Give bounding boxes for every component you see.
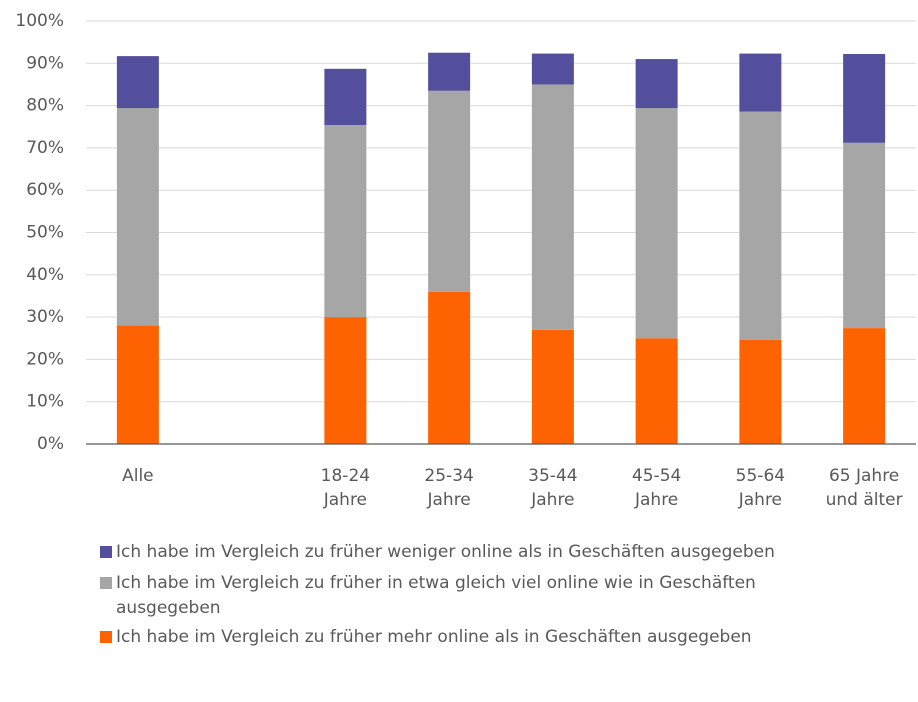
bar-segment <box>531 329 574 444</box>
y-tick-label: 0% <box>37 434 64 454</box>
bar-segment <box>428 291 471 444</box>
x-tick-label: 18-24 Jahre <box>320 466 371 510</box>
bar-segment <box>324 125 367 318</box>
legend-swatch <box>100 631 112 643</box>
legend-swatch <box>100 546 112 558</box>
bar-segment <box>531 84 574 330</box>
legend-label: Ich habe im Vergleich zu früher mehr onl… <box>116 627 752 647</box>
x-tick-label: Alle <box>122 466 154 486</box>
y-tick-label: 100% <box>15 11 64 31</box>
bar-segment <box>843 142 886 329</box>
bar-segment <box>635 338 678 444</box>
legend-label: Ich habe im Vergleich zu früher in etwa … <box>116 573 756 618</box>
bar-segment <box>116 108 159 326</box>
y-tick-label: 60% <box>26 180 64 200</box>
x-tick-label: 65 Jahre und älter <box>825 466 903 510</box>
y-tick-label: 50% <box>26 223 64 243</box>
x-tick-label: 35-44 Jahre <box>528 466 578 510</box>
bar-segment <box>635 59 678 109</box>
bar-segment <box>739 53 782 112</box>
x-tick-label: 45-54 Jahre <box>631 466 682 510</box>
bar-segment <box>324 68 367 126</box>
y-tick-label: 20% <box>26 349 64 369</box>
bar-segment <box>531 53 574 85</box>
y-tick-label: 70% <box>26 138 64 158</box>
bar-segment <box>843 53 886 143</box>
bar-segment <box>428 52 471 91</box>
x-tick-label: 55-64 Jahre <box>735 466 786 510</box>
bar-segment <box>324 317 367 444</box>
legend-swatch <box>100 577 112 589</box>
y-tick-label: 40% <box>26 265 64 285</box>
y-tick-label: 30% <box>26 307 64 327</box>
bar-segment <box>116 325 159 444</box>
bar-segment <box>739 339 782 444</box>
y-tick-label: 10% <box>26 392 64 412</box>
bar-segment <box>843 328 886 444</box>
bar-segment <box>739 111 782 340</box>
y-tick-label: 80% <box>26 96 64 116</box>
y-tick-label: 90% <box>26 53 64 73</box>
bar-segment <box>116 56 159 109</box>
bar-segment <box>428 90 471 292</box>
bar-segment <box>635 108 678 339</box>
x-tick-label: 25-34 Jahre <box>424 466 474 510</box>
legend-label: Ich habe im Vergleich zu früher weniger … <box>116 542 775 562</box>
